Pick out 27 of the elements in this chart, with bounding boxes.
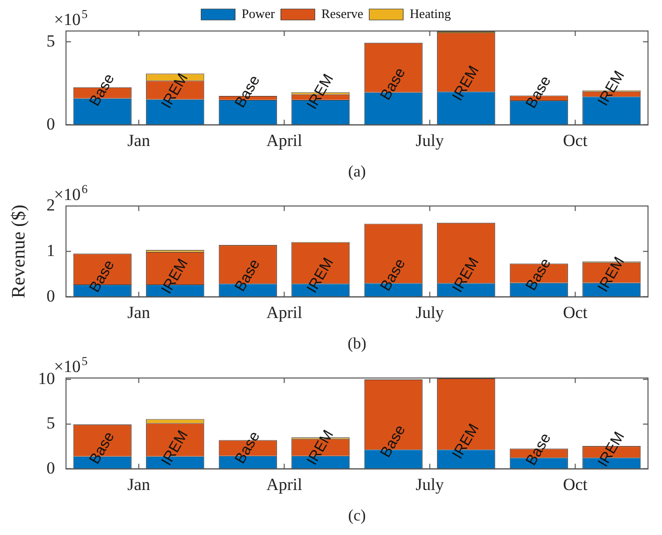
x-axis-title: (a)	[348, 164, 366, 181]
text: Jan	[127, 302, 151, 322]
text: April	[266, 130, 302, 150]
y-tick-label: 5	[46, 414, 55, 433]
y-tick-label: 10	[38, 368, 55, 388]
text: Oct	[562, 474, 588, 494]
text: Jan	[127, 474, 151, 494]
legend-label: Reserve	[321, 6, 364, 21]
text: Oct	[562, 302, 588, 322]
y-tick-label: 0	[46, 458, 55, 478]
text: July	[416, 474, 444, 494]
y-tick-label: 2	[46, 195, 55, 214]
y-tick-label: 1	[46, 240, 55, 260]
text: April	[266, 302, 302, 322]
text: Jan	[127, 130, 151, 150]
legend-label: Power	[242, 6, 276, 21]
x-axis-title: (b)	[348, 336, 366, 353]
text: Oct	[562, 130, 588, 150]
y-tick-label: 5	[46, 31, 55, 50]
text: July	[416, 302, 444, 322]
y-tick-label: 0	[46, 286, 55, 306]
x-axis-title: (c)	[348, 508, 366, 525]
legend-label: Heating	[410, 6, 452, 21]
y-axis-title: Revenue ($)	[8, 204, 30, 298]
y-tick-label: 0	[46, 114, 55, 134]
text: April	[266, 474, 302, 494]
text: July	[416, 130, 444, 150]
